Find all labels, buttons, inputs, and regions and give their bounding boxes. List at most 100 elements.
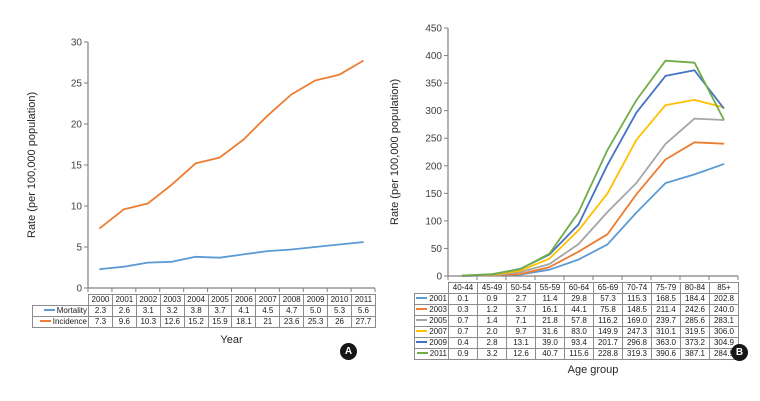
y-tick-label: 150 <box>425 189 442 200</box>
value-cell: 239.7 <box>651 315 681 327</box>
series-name-label: Incidence <box>52 317 87 327</box>
y-tick-label: 10 <box>71 202 83 213</box>
series-color-line-icon <box>39 320 51 323</box>
value-cell: 7.1 <box>506 315 536 327</box>
chart-b-data-table: 40-44 45-49 50-54 55-59 60-64 65-69 70-74 75-79… <box>414 282 739 360</box>
series-row-2009: 2009 0.4 2.8 13.1 39.0 93.4 201.7 296.8 363.0 373… <box>414 337 739 349</box>
value-cell: 0.1 <box>448 293 478 305</box>
value-cell: 363.0 <box>651 337 681 349</box>
table-corner-cell <box>33 295 89 306</box>
value-cell: 201.7 <box>593 337 623 349</box>
col-header-cell: 2008 <box>279 294 305 306</box>
value-cell: 13.1 <box>506 337 536 349</box>
series-color-line-icon <box>416 308 428 311</box>
value-cell: 184.4 <box>680 293 710 305</box>
value-cell: 9.6 <box>111 316 137 328</box>
col-header-cell: 2007 <box>255 294 281 306</box>
y-axis-label-b: Rate (per 100,000 population) <box>389 78 401 226</box>
value-cell: 4.7 <box>279 305 305 317</box>
col-header-cell: 2001 <box>111 294 137 306</box>
value-cell: 57.3 <box>593 293 623 305</box>
col-header-cell: 80-84 <box>680 282 710 294</box>
value-cell: 12.6 <box>506 348 536 360</box>
value-cell: 0.9 <box>477 293 507 305</box>
series-legend-cell: 2005 <box>414 315 449 327</box>
y-tick-label: 30 <box>71 38 83 49</box>
value-cell: 44.1 <box>564 304 594 316</box>
value-cell: 21 <box>255 316 281 328</box>
series-legend-cell: 2011 <box>414 348 449 360</box>
col-header-cell: 2009 <box>303 294 329 306</box>
value-cell: 285.6 <box>680 315 710 327</box>
chart-a-plot: 0 5 10 15 20 25 30 <box>71 38 376 295</box>
y-tick-label: 400 <box>425 51 442 62</box>
value-cell: 283.1 <box>709 315 739 327</box>
series-legend-cell: 2009 <box>414 337 449 349</box>
col-header-cell: 2004 <box>183 294 209 306</box>
y-tick-label: 250 <box>425 134 442 145</box>
value-cell: 29.8 <box>564 293 594 305</box>
value-cell: 40.7 <box>535 348 565 360</box>
y-tick-label: 0 <box>436 272 442 283</box>
value-cell: 310.1 <box>651 326 681 338</box>
series-color-line-icon <box>416 352 428 355</box>
value-cell: 57.8 <box>564 315 594 327</box>
series-line-2003 <box>461 141 725 277</box>
value-cell: 211.4 <box>651 304 681 316</box>
y-axis-label-a: Rate (per 100,000 population) <box>26 91 38 239</box>
value-cell: 5.6 <box>350 305 376 317</box>
y-tick-label: 450 <box>425 24 442 35</box>
col-header-cell: 85+ <box>709 282 739 294</box>
series-color-line-icon <box>416 341 428 344</box>
value-cell: 26 <box>327 316 352 328</box>
value-cell: 2.7 <box>506 293 536 305</box>
value-cell: 4.5 <box>255 305 281 317</box>
value-cell: 9.7 <box>506 326 536 338</box>
value-cell: 168.5 <box>651 293 681 305</box>
x-axis-label-a: Year <box>220 334 243 346</box>
series-name-label: 2001 <box>429 294 447 304</box>
col-header-cell: 2005 <box>207 294 233 306</box>
value-cell: 10.3 <box>135 316 161 328</box>
value-cell: 75.8 <box>593 304 623 316</box>
value-cell: 93.4 <box>564 337 594 349</box>
panel-b: Rate (per 100,000 population) 0 50 100 150 2… <box>388 0 760 401</box>
value-cell: 319.5 <box>680 326 710 338</box>
y-tick-label: 350 <box>425 79 442 90</box>
col-header-cell: 60-64 <box>564 282 594 294</box>
value-cell: 16.1 <box>535 304 565 316</box>
series-legend-cell: Incidence <box>32 316 89 328</box>
value-cell: 390.6 <box>651 348 681 360</box>
value-cell: 306.0 <box>709 326 739 338</box>
series-color-line-icon <box>416 330 428 333</box>
col-header-cell: 2000 <box>88 294 113 306</box>
value-cell: 247.3 <box>622 326 652 338</box>
table-corner-cell <box>415 283 449 294</box>
series-row-Incidence: Incidence 7.3 9.6 10.3 12.6 15.2 15.9 18.1 21 23.… <box>32 316 376 328</box>
y-tick-label: 5 <box>76 243 82 254</box>
value-cell: 2.3 <box>88 305 113 317</box>
value-cell: 3.2 <box>159 305 185 317</box>
col-header-cell: 40-44 <box>448 282 478 294</box>
y-tick-label: 100 <box>425 216 442 227</box>
col-header-cell: 2002 <box>135 294 161 306</box>
series-line-Mortality <box>99 241 364 271</box>
series-color-line-icon <box>416 297 428 300</box>
series-name-label: 2005 <box>429 316 447 326</box>
value-cell: 0.3 <box>448 304 478 316</box>
value-cell: 296.8 <box>622 337 652 349</box>
value-cell: 148.5 <box>622 304 652 316</box>
value-cell: 15.2 <box>183 316 209 328</box>
value-cell: 115.6 <box>564 348 594 360</box>
value-cell: 3.7 <box>506 304 536 316</box>
y-tick-label: 0 <box>76 284 82 295</box>
value-cell: 115.3 <box>622 293 652 305</box>
col-header-cell: 2006 <box>231 294 257 306</box>
value-cell: 242.6 <box>680 304 710 316</box>
chart-a-data-table: 2000 2001 2002 2003 2004 2005 2006 2007 2008 2009… <box>32 294 376 328</box>
chart-b-plot: 0 50 100 150 200 250 300 350 400 450 <box>425 24 739 283</box>
value-cell: 169.0 <box>622 315 652 327</box>
series-legend-cell: 2003 <box>414 304 449 316</box>
value-cell: 228.8 <box>593 348 623 360</box>
